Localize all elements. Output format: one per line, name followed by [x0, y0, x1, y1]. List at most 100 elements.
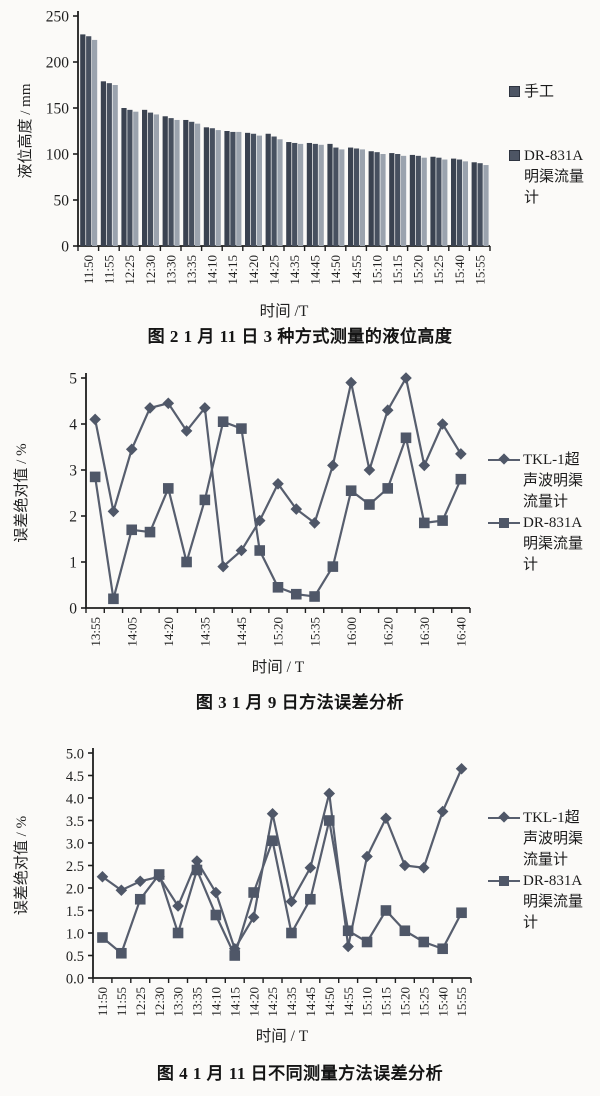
- x-tick-label: 12:25: [122, 255, 137, 285]
- y-tick-label: 2: [69, 509, 77, 526]
- y-tick-label: 150: [46, 101, 70, 118]
- x-tick-label: 16:20: [380, 617, 395, 647]
- x-axis-ticks: [92, 978, 472, 983]
- x-tick-label: 15:25: [416, 987, 431, 1017]
- axes: [77, 11, 490, 247]
- tkl1-series-marker-icon: [488, 811, 520, 823]
- y-tick-label: 200: [46, 55, 70, 72]
- x-tick-label: 13:30: [171, 987, 186, 1017]
- x-tick-label: 12:30: [143, 255, 158, 285]
- dr831a-series-marker-icon: [488, 876, 520, 886]
- x-tick-label: 15:20: [411, 255, 426, 285]
- x-axis-title: 时间 / T: [252, 658, 305, 676]
- x-tick-label: 14:20: [246, 987, 261, 1017]
- y-tick-label: 1: [69, 555, 77, 572]
- x-tick-label: 14:05: [124, 617, 139, 647]
- x-axis-labels: 13:55 14:05 14:20 14:35 14:45 15:20 15:35 16:00…: [88, 617, 469, 647]
- axes: [92, 748, 471, 979]
- x-tick-label: 15:55: [472, 255, 487, 285]
- x-tick-label: 14:20: [161, 617, 176, 647]
- legend-item-dr831a: DR-831A明渠流量计: [509, 146, 586, 209]
- y-tick-label: 2.5: [66, 859, 84, 875]
- figure-3-caption: 图 3 1 月 9 日方法误差分析: [195, 693, 405, 712]
- x-tick-label: 13:30: [163, 255, 178, 285]
- y-tick-label: 4.5: [66, 769, 84, 785]
- x-axis-ticks: [85, 608, 471, 613]
- x-tick-label: 16:40: [454, 617, 469, 647]
- y-axis-title: 液位高度 / mm: [17, 83, 34, 178]
- legend-item-dr831a: DR-831A明渠流量计: [488, 513, 598, 576]
- x-tick-label: 14:35: [284, 987, 299, 1017]
- x-tick-label: 14:45: [308, 255, 323, 285]
- x-tick-label: 15:15: [390, 255, 405, 285]
- y-axis-ticks: 0 1 2 3 4 5: [69, 371, 86, 618]
- figure-4-chart: 0.0 0.5 1.0 1.5 2.0 2.5 3.0 3.5 4.0 4.5 5.0 误差绝对值 /…: [13, 747, 472, 1045]
- y-tick-label: 0: [61, 239, 69, 256]
- y-tick-label: 4.0: [66, 792, 84, 808]
- x-tick-label: 14:55: [341, 987, 356, 1017]
- figure-2: 0 50 100 150 200 250 液位高度 / mm 时间 /T 11:50 11:55 1…: [0, 2, 600, 347]
- x-tick-label: 15:10: [369, 255, 384, 285]
- legend-label: DR-831A明渠流量计: [523, 873, 584, 931]
- y-tick-label: 3: [69, 463, 77, 480]
- line-series-0: [101, 768, 463, 952]
- x-axis-title: 时间 / T: [256, 1027, 309, 1045]
- y-tick-label: 1.0: [66, 927, 84, 943]
- line-series-1: [94, 420, 462, 600]
- x-tick-label: 16:30: [417, 617, 432, 647]
- y-tick-label: 0.0: [66, 972, 84, 988]
- x-tick-label: 14:45: [303, 987, 318, 1017]
- x-tick-label: 15:20: [271, 617, 286, 647]
- manual-series-marker-icon: [509, 86, 520, 97]
- x-tick-label: 13:35: [190, 987, 205, 1017]
- x-tick-label: 12:25: [133, 987, 148, 1017]
- figure-2-legend: 手工 DR-831A明渠流量计: [509, 2, 598, 318]
- x-tick-label: 15:25: [431, 255, 446, 285]
- dr831a-series-marker-icon: [488, 518, 520, 528]
- legend-label: 手工: [524, 84, 555, 100]
- x-tick-label: 15:35: [307, 617, 322, 647]
- x-tick-label: 14:25: [265, 987, 280, 1017]
- y-axis-title: 误差绝对值 / %: [13, 443, 30, 542]
- y-tick-label: 1.5: [66, 904, 84, 920]
- y-tick-label: 5: [69, 371, 77, 388]
- y-tick-label: 4: [69, 417, 77, 434]
- figure-3: 0 1 2 3 4 5 误差绝对值 / % 时间 / T 13:55 14:05 14:20 14:3…: [0, 360, 600, 713]
- x-tick-label: 11:55: [102, 255, 117, 284]
- legend-label: DR-831A明渠流量计: [524, 148, 585, 206]
- x-tick-label: 14:15: [225, 255, 240, 285]
- x-tick-label: 14:55: [349, 255, 364, 285]
- x-tick-label: 13:55: [88, 617, 103, 647]
- figure-2-caption: 图 2 1 月 11 日 3 种方式测量的液位高度: [147, 327, 453, 346]
- figure-3-chart: 0 1 2 3 4 5 误差绝对值 / % 时间 / T 13:55 14:05 14:20 14:3…: [13, 371, 471, 676]
- x-axis-title: 时间 /T: [260, 302, 309, 318]
- x-axis-ticks: [77, 246, 491, 251]
- legend-item-manual: 手工: [509, 82, 586, 103]
- y-tick-label: 3.0: [66, 837, 84, 853]
- y-tick-label: 0: [69, 601, 77, 618]
- figure-4-legend: TKL-1超声波明渠流量计 DR-831A明渠流量计: [488, 808, 598, 934]
- x-tick-label: 14:25: [266, 255, 281, 285]
- x-tick-label: 15:15: [379, 987, 394, 1017]
- y-tick-label: 100: [46, 147, 70, 164]
- dr831a-series-marker-icon: [509, 150, 520, 161]
- legend-item-tkl1: TKL-1超声波明渠流量计: [488, 450, 598, 513]
- x-tick-label: 13:35: [184, 255, 199, 285]
- x-axis-labels: 11:50 11:55 12:25 12:30 13:30 13:35 14:10 14:15…: [95, 987, 469, 1017]
- bar-series-0: [80, 34, 477, 247]
- legend-label: TKL-1超声波明渠流量计: [523, 452, 584, 510]
- x-tick-label: 15:40: [435, 987, 450, 1017]
- x-axis-labels: 11:50 11:55 12:25 12:30 13:30 13:35 14:10 14:15…: [81, 255, 487, 285]
- x-tick-label: 14:10: [205, 255, 220, 285]
- x-tick-label: 15:40: [452, 255, 467, 285]
- x-tick-label: 11:55: [114, 987, 129, 1016]
- bar-series-2: [92, 39, 489, 247]
- axes: [85, 373, 470, 609]
- x-tick-label: 11:50: [95, 987, 110, 1016]
- markers-series-1: [89, 416, 467, 605]
- x-tick-label: 14:10: [209, 987, 224, 1017]
- x-tick-label: 14:50: [322, 987, 337, 1017]
- y-tick-label: 50: [54, 193, 70, 210]
